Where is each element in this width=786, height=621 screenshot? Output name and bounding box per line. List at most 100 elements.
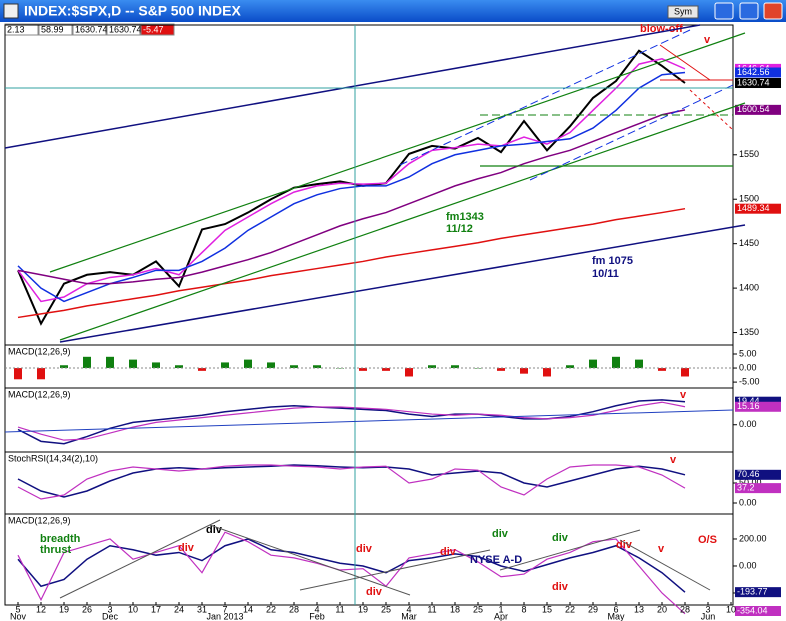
x-tick-label: 11 <box>335 604 344 614</box>
panel-title: StochRSI(14,34(2),10) <box>8 453 98 463</box>
sym-button[interactable] <box>667 5 699 19</box>
x-tick-label: 15 <box>542 604 552 614</box>
x-tick-label: 13 <box>634 604 644 614</box>
annotation: v <box>670 454 677 466</box>
last-value-box <box>735 104 781 115</box>
annotation: blow-off <box>640 23 683 35</box>
header-value-box <box>140 23 175 36</box>
x-tick-label: 1 <box>498 604 503 614</box>
last-value-box <box>735 396 781 407</box>
annotation: div <box>440 546 457 558</box>
trend-lines <box>4 24 746 605</box>
header-value: 2.13 <box>7 24 25 34</box>
annotation: div <box>492 528 509 540</box>
x-tick-label: 10 <box>726 604 736 614</box>
series-line <box>17 57 686 303</box>
panel-title: MACD(12,26,9) <box>8 346 71 356</box>
panel-frame <box>4 513 734 606</box>
annotation: div <box>356 543 373 555</box>
header-value: -5.47 <box>143 24 164 34</box>
x-tick-label: 10 <box>128 604 138 614</box>
x-tick-label: 18 <box>450 604 460 614</box>
histogram-bar <box>14 368 22 380</box>
plot-area: 2.13 58.99 1630.74 1630.74 -5.47135014001450… <box>4 23 781 621</box>
minimize-button[interactable] <box>714 2 734 20</box>
x-tick-label: 25 <box>381 604 391 614</box>
annotation: O/S <box>698 534 717 546</box>
annotation: v <box>658 543 665 555</box>
annotation: 11/12 <box>446 223 473 235</box>
last-value-label: 1600.54 <box>737 104 770 114</box>
histogram-bar <box>428 365 436 369</box>
annotation: div <box>552 532 569 544</box>
last-value-box <box>735 401 781 412</box>
close-button[interactable] <box>763 2 783 20</box>
y-tick-label: 1350 <box>739 327 759 337</box>
app-icon <box>3 3 19 19</box>
window-title: INDEX:$SPX,D -- S&P 500 INDEX <box>24 3 241 19</box>
x-month-label: Feb <box>309 611 325 621</box>
last-value-label: -354.04 <box>737 605 768 615</box>
x-tick-label: 11 <box>427 604 436 614</box>
annotation: div <box>616 539 633 551</box>
title-bar <box>0 0 786 22</box>
x-tick-label: 3 <box>705 604 710 614</box>
histogram-bar <box>290 365 298 369</box>
series-line <box>17 109 686 285</box>
histogram-bar <box>543 368 551 377</box>
x-tick-label: 28 <box>289 604 299 614</box>
annotation: breadth <box>40 533 81 545</box>
histogram-bar <box>336 368 344 369</box>
y-tick-label: 1500 <box>739 194 759 204</box>
x-tick-label: 7 <box>222 604 227 614</box>
histogram-bar <box>267 362 275 369</box>
histogram-bar <box>658 368 666 371</box>
header-value: 1630.74 <box>75 24 108 34</box>
x-tick-label: 5 <box>15 604 20 614</box>
histogram-bar <box>681 368 689 377</box>
annotation: v <box>680 389 687 401</box>
last-value-box <box>735 483 781 494</box>
histogram-bar <box>244 359 252 369</box>
y-tick-label: 0.00 <box>739 560 757 570</box>
y-tick-label: 1550 <box>739 149 759 159</box>
y-tick-label: -5.00 <box>739 376 760 386</box>
header-value: 58.99 <box>41 24 64 34</box>
histogram-bar <box>405 368 413 377</box>
maximize-button[interactable] <box>739 2 759 20</box>
last-value-label: 19.44 <box>737 396 760 406</box>
series-line <box>17 399 686 445</box>
y-tick-label: 0.00 <box>739 362 757 372</box>
sym-button-label[interactable]: Sym <box>674 6 692 16</box>
y-tick-label: 1400 <box>739 282 759 292</box>
annotation: div <box>206 524 223 536</box>
histogram-bar <box>198 368 206 371</box>
x-tick-label: 22 <box>565 604 575 614</box>
last-value-label: 37.2 <box>737 482 755 492</box>
series-line <box>17 464 686 500</box>
header-value-box <box>38 23 73 36</box>
histogram-bar <box>106 356 114 369</box>
x-tick-label: 24 <box>174 604 184 614</box>
histogram-bar <box>382 368 390 371</box>
annotation: fm 1075 <box>592 255 633 267</box>
header-value-box <box>72 23 107 36</box>
y-tick-label: 0.00 <box>739 497 757 507</box>
x-tick-label: 3 <box>107 604 112 614</box>
annotation: div <box>366 586 383 598</box>
x-month-label: Apr <box>494 611 508 621</box>
x-month-label: May <box>607 611 625 621</box>
last-value-box <box>735 203 781 214</box>
last-value-label: 70.46 <box>737 469 760 479</box>
x-tick-label: 8 <box>521 604 526 614</box>
panel-title: MACD(12,26,9) <box>8 389 71 399</box>
last-value-label: 1630.74 <box>737 77 770 87</box>
last-value-label: -193.77 <box>737 587 768 597</box>
x-month-label: Dec <box>102 611 119 621</box>
x-tick-label: 6 <box>613 604 618 614</box>
annotation: v <box>704 34 711 46</box>
histogram-bar <box>37 368 45 380</box>
x-tick-label: 22 <box>266 604 276 614</box>
series-line <box>17 71 686 303</box>
header-value-box <box>106 23 141 36</box>
